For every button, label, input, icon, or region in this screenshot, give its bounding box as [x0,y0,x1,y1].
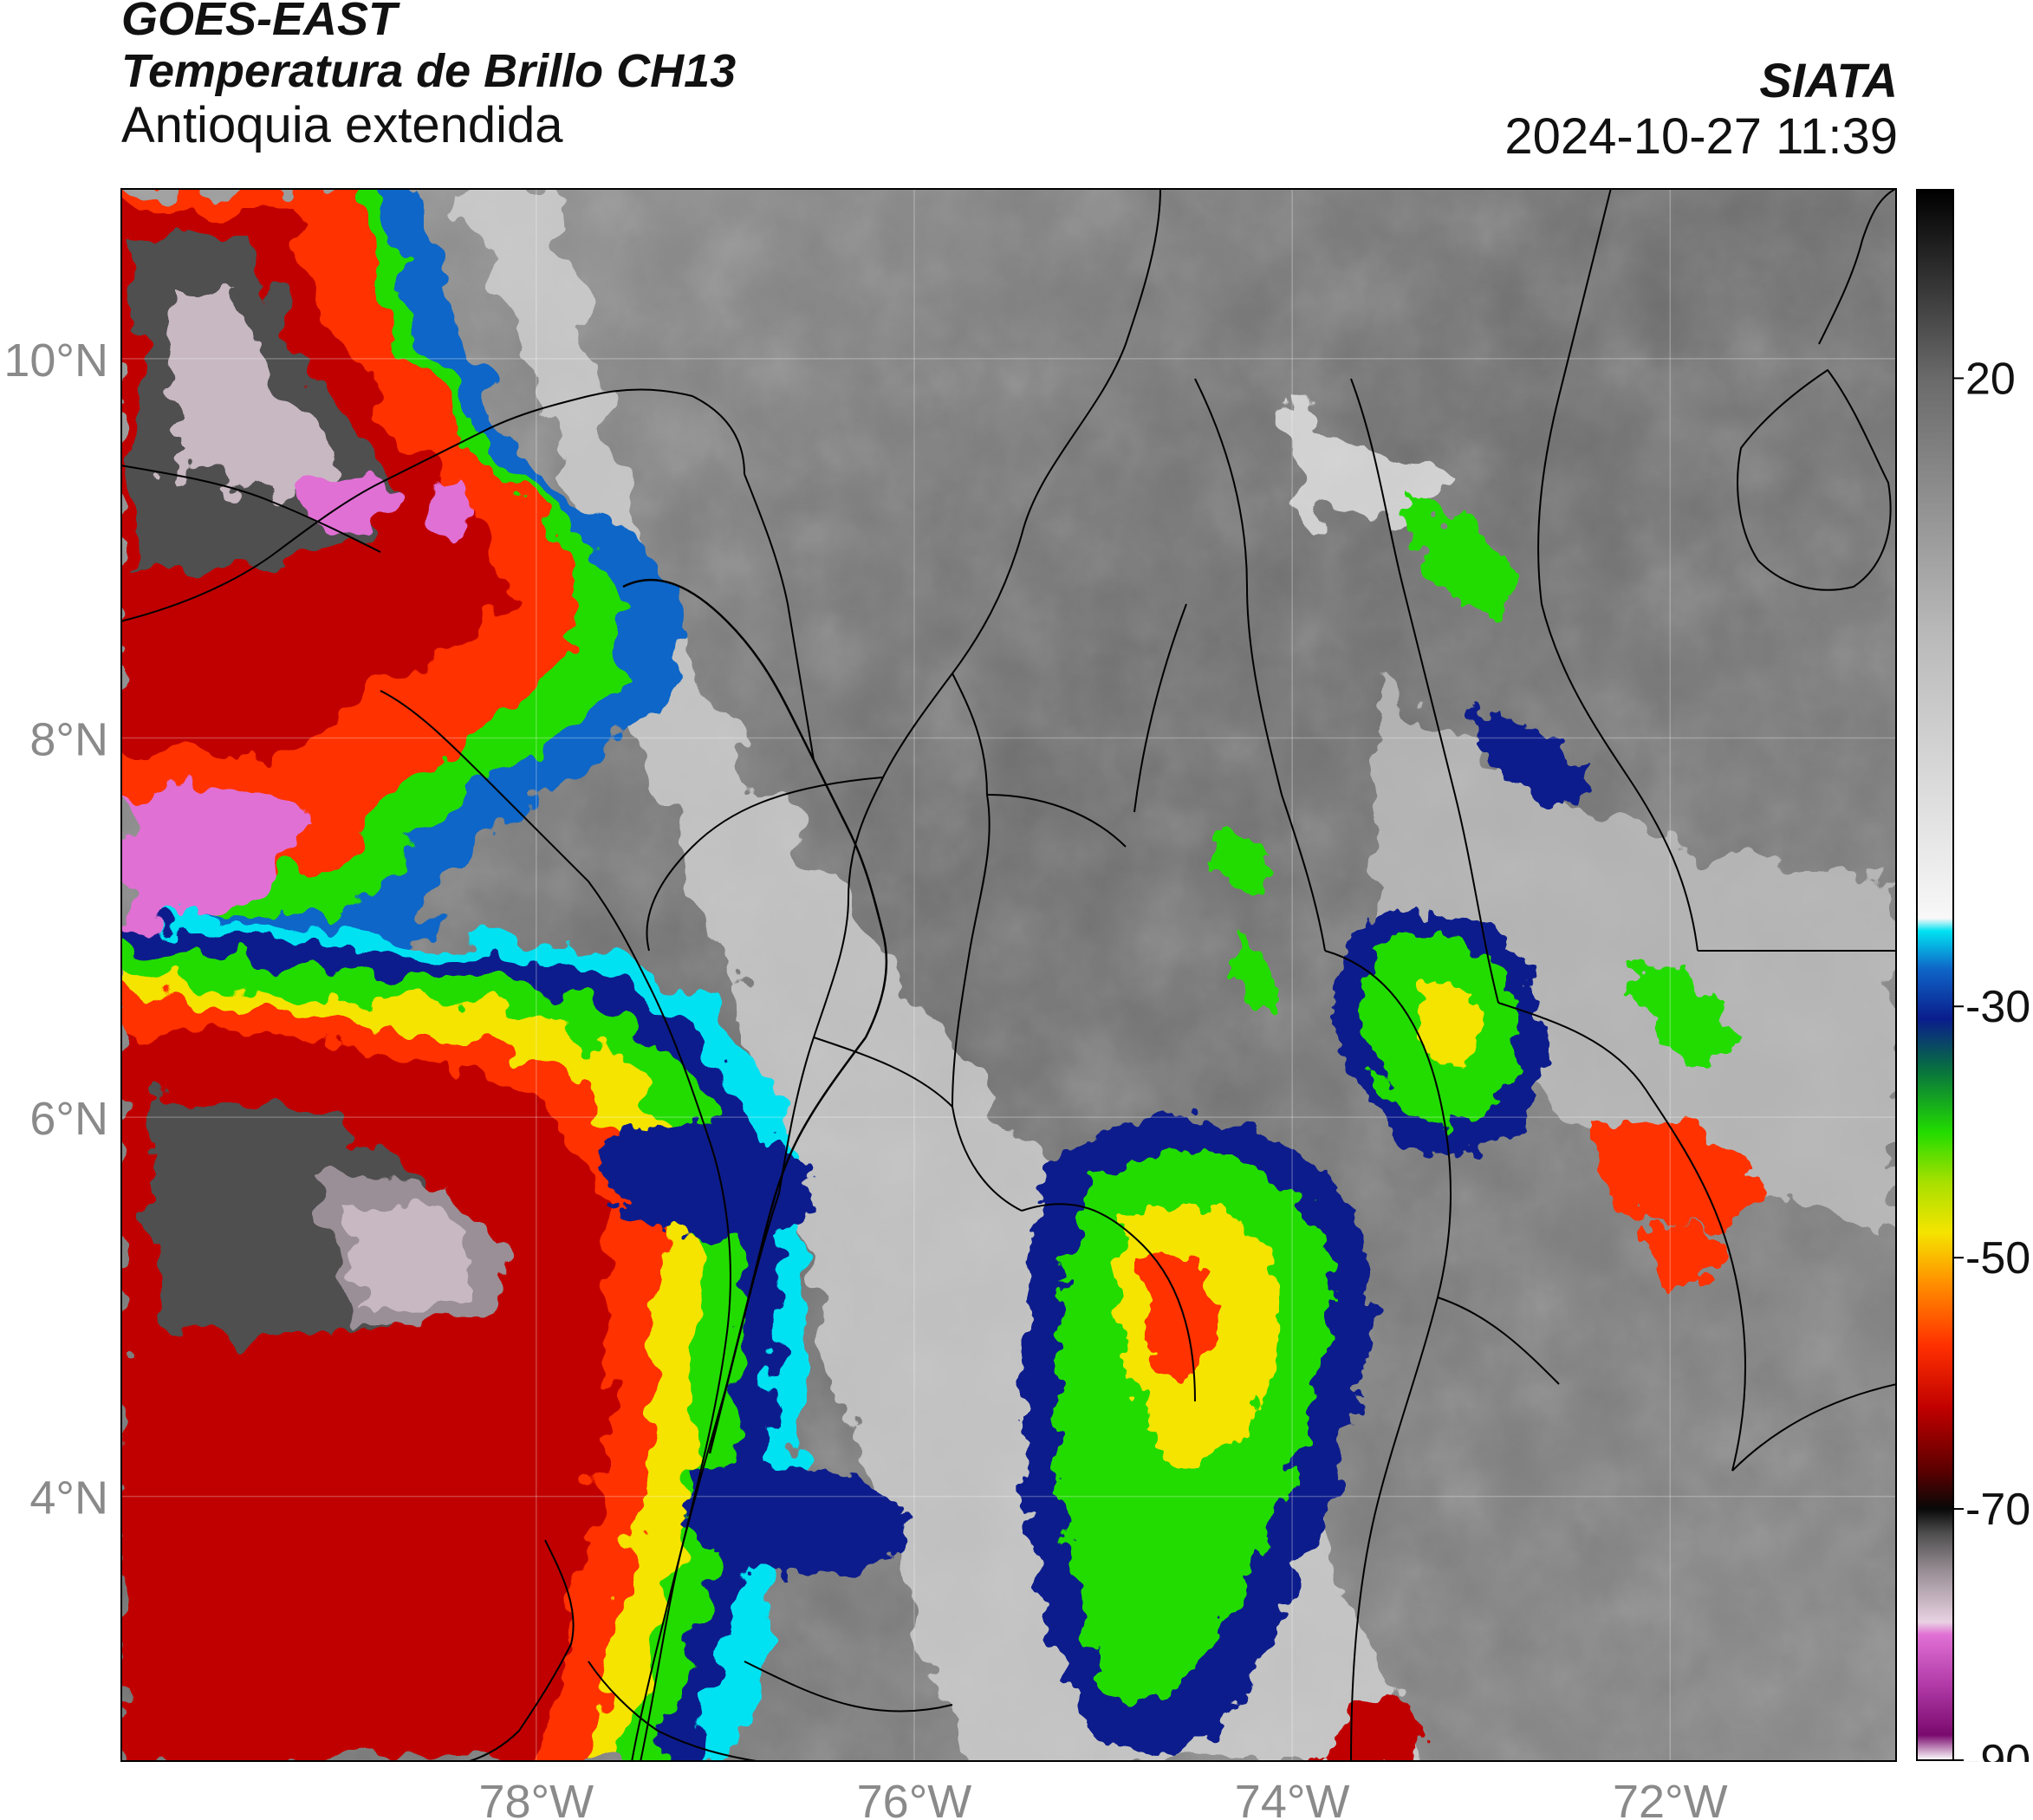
lon-tick-label: 76°W [857,1776,972,1820]
colorbar-tick-label: -30 [1965,982,2030,1032]
colorbar-tick-label: -70 [1965,1485,2030,1535]
colorbar-tick-label: -50 [1965,1233,2030,1284]
political-boundaries [120,188,1897,1762]
map-frame [120,188,1897,1762]
convective-cloud-east [1212,491,1757,1286]
product-title: Temperatura de Brillo CH13 [121,45,737,97]
graticule [120,188,1897,1762]
lat-tick-label: 6°N [29,1093,108,1145]
title-block: GOES-EAST Temperatura de Brillo CH13 Ant… [121,0,736,154]
source-block: SIATA 2024-10-27 11:39 [1504,54,1898,166]
colorbar-tick-label: -90 [1965,1736,2030,1762]
lat-tick-label: 8°N [29,714,108,766]
lon-tick-label: 78°W [478,1776,594,1820]
colorbar-tick-label: 20 [1965,354,2016,404]
lat-tick-label: 10°N [3,335,108,387]
organization-label: SIATA [1759,53,1898,107]
timestamp-label: 2024-10-27 11:39 [1504,108,1898,165]
colorbar-gradient [1916,189,1954,1761]
lat-tick-label: 4°N [29,1472,108,1524]
lon-tick-label: 74°W [1235,1776,1350,1820]
colorbar: 20 -30 -50 -70 -90 [1916,189,2030,1762]
satellite-map [120,188,1897,1762]
convective-cloud-west [120,188,685,973]
convective-cloud-southwest [120,785,803,1762]
lon-tick-label: 72°W [1613,1776,1728,1820]
convective-cloud-central [606,1117,1424,1762]
coastline [622,579,888,1454]
satellite-title: GOES-EAST [121,0,398,45]
region-subtitle: Antioquia extendida [121,97,563,153]
